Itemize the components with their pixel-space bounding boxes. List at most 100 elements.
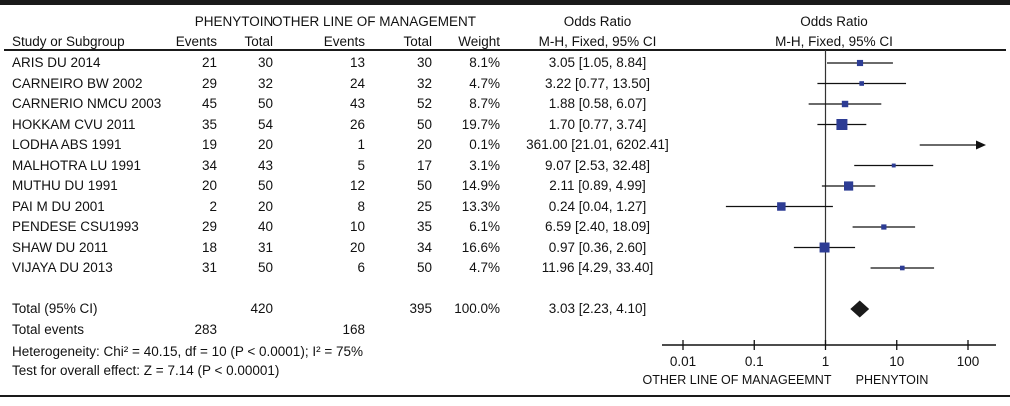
- other-total: 20: [416, 137, 432, 152]
- or-ci-text: 9.07 [2.53, 32.48]: [544, 157, 651, 173]
- phenytoin-total: 54: [257, 116, 273, 132]
- other-events: 8: [357, 198, 365, 214]
- other-total: 52: [416, 96, 432, 111]
- phenytoin-events: 19: [201, 137, 217, 152]
- phenytoin-total: 50: [257, 178, 273, 193]
- x-axis-tick-label: 0.01: [670, 354, 696, 369]
- overall-effect-note: Test for overall effect: Z = 7.14 (P < 0…: [12, 363, 280, 378]
- bottom-border: [0, 395, 1010, 397]
- phenytoin-total: 40: [257, 219, 273, 234]
- study-name: HOKKAM CVU 2011: [12, 116, 136, 132]
- or-ci-text: 11.96 [4.29, 33.40]: [541, 260, 654, 275]
- total-row-label: Total (95% CI): [12, 301, 98, 316]
- phenytoin-total: 50: [257, 260, 273, 275]
- study-name: PAI M DU 2001: [12, 198, 105, 214]
- other-events: 20: [349, 239, 365, 255]
- header-divider: [4, 49, 1006, 51]
- weight-value: 14.9%: [461, 178, 500, 193]
- other-events: 43: [349, 96, 365, 111]
- other-total-header: Total: [403, 34, 432, 49]
- effect-square: [856, 59, 864, 67]
- total-events-phenytoin: 283: [194, 322, 217, 337]
- weight-value: 19.7%: [461, 116, 500, 132]
- phenytoin-events: 29: [201, 219, 217, 234]
- effect-square: [899, 265, 905, 271]
- effect-square: [844, 181, 854, 191]
- phenytoin-events: 45: [201, 96, 217, 111]
- other-total: 35: [416, 219, 432, 234]
- other-events: 13: [349, 55, 365, 70]
- other-events: 10: [349, 219, 365, 234]
- total-events-label: Total events: [12, 322, 85, 337]
- or-ci-text: 0.24 [0.04, 1.27]: [548, 198, 647, 214]
- ci-arrowhead: [976, 140, 986, 150]
- study-name: CARNEIRO BW 2002: [12, 75, 143, 91]
- heterogeneity-note: Heterogeneity: Chi² = 40.15, df = 10 (P …: [12, 344, 363, 359]
- other-total: 25: [416, 198, 432, 214]
- phenytoin-total: 20: [257, 198, 273, 214]
- weight-value: 4.7%: [469, 260, 500, 275]
- other-total: 50: [416, 178, 432, 193]
- total-other-n: 395: [409, 301, 432, 316]
- study-name: MUTHU DU 1991: [12, 178, 118, 193]
- phenytoin-events: 34: [201, 157, 217, 173]
- weight-value: 4.7%: [469, 75, 500, 91]
- or-column-subtitle: M-H, Fixed, 95% CI: [538, 34, 657, 49]
- x-axis-tick-label: 0.1: [745, 354, 764, 369]
- other-events: 12: [349, 178, 365, 193]
- effect-square: [841, 100, 849, 108]
- other-events-header: Events: [323, 34, 365, 49]
- group2-header: OTHER LINE OF MANAGEMENT: [271, 14, 477, 29]
- or-ci-text: 3.22 [0.77, 13.50]: [544, 75, 651, 91]
- or-ci-text: 0.97 [0.36, 2.60]: [548, 239, 647, 255]
- other-total: 50: [416, 260, 432, 275]
- study-name: PENDESE CSU1993: [12, 219, 139, 234]
- total-phenytoin-n: 420: [250, 301, 273, 316]
- weight-value: 6.1%: [469, 219, 500, 234]
- other-total: 17: [416, 157, 432, 173]
- pooled-or-text: 3.03 [2.23, 4.10]: [548, 301, 647, 316]
- plot-column-title: Odds Ratio: [800, 14, 868, 29]
- weight-column-header: Weight: [458, 34, 500, 49]
- study-name: VIJAYA DU 2013: [12, 260, 113, 275]
- other-total: 32: [416, 75, 432, 91]
- phenytoin-total: 31: [257, 239, 273, 255]
- pooled-diamond: [850, 300, 870, 318]
- phenytoin-events: 18: [201, 239, 217, 255]
- other-total: 30: [416, 55, 432, 70]
- study-name: MALHOTRA LU 1991: [12, 157, 142, 173]
- phenytoin-events: 21: [201, 55, 217, 70]
- phenytoin-total: 30: [257, 55, 273, 70]
- other-total: 34: [416, 239, 432, 255]
- phenytoin-total: 43: [257, 157, 273, 173]
- weight-value: 3.1%: [469, 157, 500, 173]
- phenytoin-total-header: Total: [244, 34, 273, 49]
- or-column-title: Odds Ratio: [563, 14, 632, 29]
- weight-value: 8.1%: [469, 55, 500, 70]
- x-axis-tick-label: 10: [889, 354, 904, 369]
- phenytoin-events: 31: [201, 260, 217, 275]
- effect-square: [859, 81, 864, 86]
- total-events-other: 168: [342, 322, 365, 337]
- phenytoin-total: 20: [257, 137, 273, 152]
- weight-value: 8.7%: [469, 96, 500, 111]
- axis-label-right: PHENYTOIN: [856, 373, 929, 387]
- or-ci-text: 3.05 [1.05, 8.84]: [548, 55, 647, 70]
- other-events: 26: [349, 116, 365, 132]
- phenytoin-events-header: Events: [175, 34, 217, 49]
- group1-header: PHENYTOIN: [194, 14, 274, 29]
- effect-square: [777, 202, 786, 211]
- or-ci-text: 1.88 [0.58, 6.07]: [548, 96, 647, 111]
- other-events: 5: [357, 157, 365, 173]
- effect-square: [819, 242, 830, 253]
- other-events: 6: [357, 260, 365, 275]
- phenytoin-events: 20: [201, 178, 217, 193]
- plot-column-subtitle: M-H, Fixed, 95% CI: [775, 34, 893, 49]
- weight-value: 13.3%: [461, 198, 500, 214]
- study-name: LODHA ABS 1991: [12, 137, 122, 152]
- x-axis-tick-label: 1: [822, 354, 830, 369]
- phenytoin-events: 2: [209, 198, 217, 214]
- top-border: [0, 0, 1010, 5]
